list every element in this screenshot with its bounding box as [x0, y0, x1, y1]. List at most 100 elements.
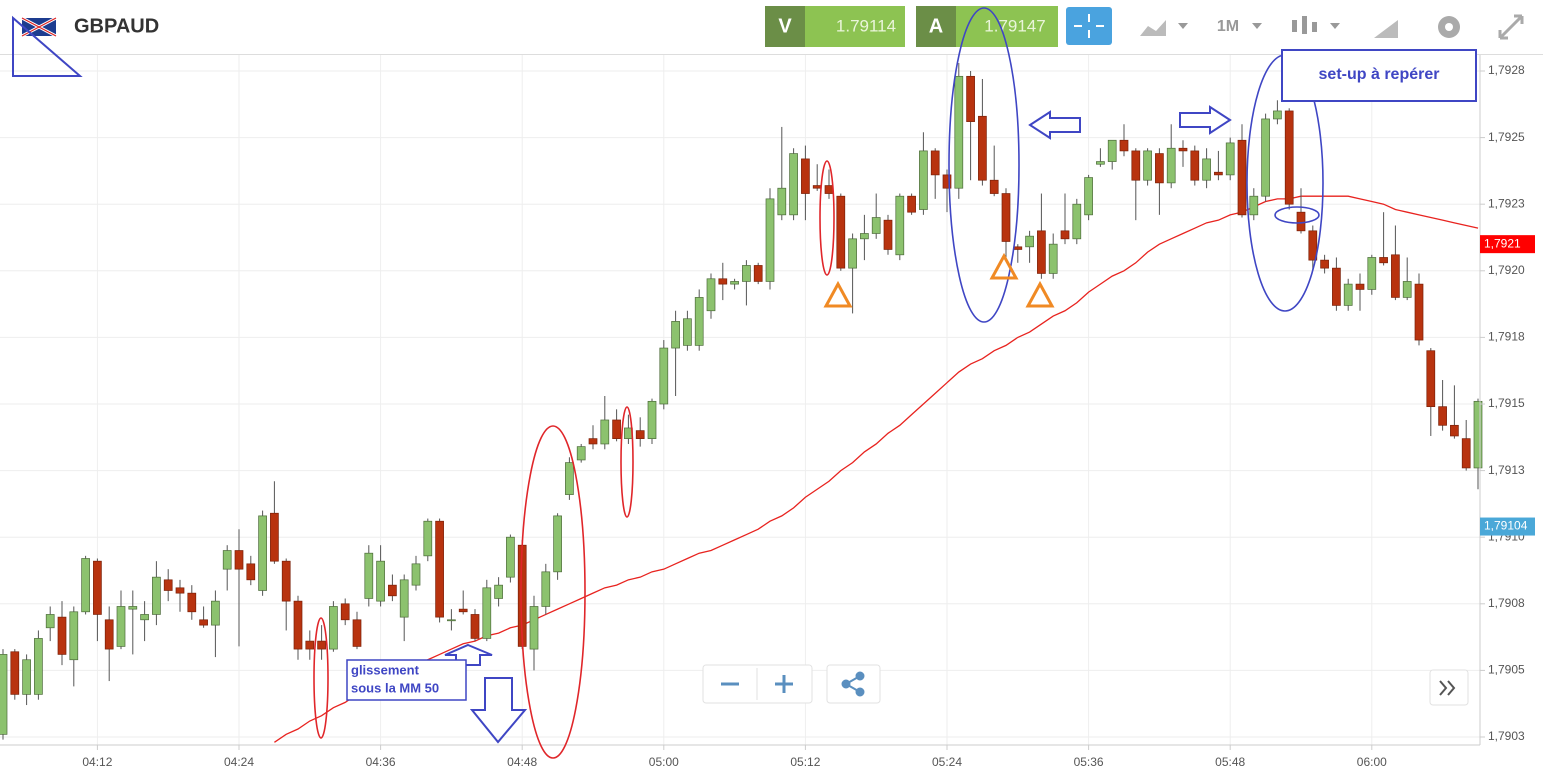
ask-value-box[interactable] — [956, 6, 1058, 47]
candle-body — [258, 515, 267, 591]
bid-value: 1.79114 — [836, 16, 896, 35]
y-tick-label: 1,7903 — [1488, 729, 1525, 743]
candle-body — [1048, 243, 1058, 274]
candle-body — [848, 238, 857, 269]
candle-body — [1284, 110, 1294, 205]
candle-body — [352, 619, 362, 647]
candle-body — [1072, 203, 1082, 240]
y-tick-label: 1,7915 — [1488, 396, 1525, 410]
candle-body — [340, 603, 350, 621]
candle-body — [553, 515, 562, 573]
y-tick-label: 1,7920 — [1488, 263, 1525, 277]
candle-body — [694, 297, 704, 346]
ask-value: 1.79147 — [984, 16, 1045, 35]
candle-body — [1084, 177, 1093, 216]
candle-body — [0, 654, 8, 735]
candle-body — [871, 217, 881, 234]
candle-body — [753, 265, 763, 282]
candle-body — [1391, 254, 1400, 298]
candle-body — [1332, 267, 1341, 306]
candle-body — [789, 153, 798, 216]
candle-body — [812, 185, 822, 189]
x-tick-label: 04:24 — [224, 755, 254, 769]
candle-body — [423, 520, 433, 557]
candle-body — [1060, 230, 1070, 240]
candle-body — [10, 651, 20, 695]
candle-body — [399, 579, 409, 618]
candle-body — [128, 606, 138, 610]
candle-body — [281, 560, 291, 602]
candle-body — [187, 592, 197, 613]
candle-body — [1001, 193, 1011, 242]
candle-body — [671, 321, 680, 349]
candle-body — [930, 150, 940, 176]
candle-body — [1343, 283, 1353, 306]
candle-body — [246, 563, 256, 581]
candle-body — [683, 318, 692, 346]
crosshair-icon — [1074, 14, 1104, 38]
price-marker-label: 1,7921 — [1484, 236, 1521, 250]
candle-body — [824, 185, 834, 194]
timeframe[interactable]: 1M — [1217, 18, 1239, 35]
candle-body — [234, 550, 244, 570]
y-tick-label: 1,7925 — [1488, 130, 1525, 144]
bid-button[interactable] — [765, 6, 805, 47]
candle-body — [919, 150, 928, 210]
candle-body — [966, 75, 975, 122]
candle-body — [1426, 350, 1436, 408]
candle-body — [411, 563, 421, 586]
candle-body — [1320, 259, 1329, 269]
candle-body — [81, 558, 90, 613]
candle-body — [93, 560, 102, 615]
symbol: GBPAUD — [74, 15, 159, 37]
y-tick-label: 1,7928 — [1488, 63, 1525, 77]
candle-body — [34, 638, 43, 695]
candle-body — [1261, 118, 1270, 197]
candle-body — [706, 278, 716, 312]
candle-body — [1249, 195, 1259, 216]
candle-body — [270, 512, 279, 562]
zoom-in[interactable] — [775, 675, 793, 693]
candle-body — [458, 608, 468, 613]
candle-body — [1131, 150, 1141, 181]
candle-body — [718, 278, 728, 285]
candle-body — [1202, 158, 1211, 181]
candle-body — [1450, 424, 1459, 437]
annotation-triangle — [12, 15, 83, 77]
candle-body — [1143, 150, 1152, 181]
crosshair-button[interactable] — [1066, 7, 1112, 45]
share-button[interactable] — [826, 664, 881, 704]
bid-value-box[interactable] — [805, 6, 905, 47]
candle-body — [765, 198, 775, 282]
candle-body — [152, 576, 161, 615]
candle-body — [1379, 257, 1388, 264]
slip-label-1: glissement — [351, 662, 420, 677]
bid-label: V — [778, 15, 792, 37]
candle-body — [305, 640, 315, 650]
ask-button[interactable] — [916, 6, 956, 47]
candle-body — [860, 233, 869, 240]
x-tick-label: 05:00 — [649, 755, 679, 769]
x-tick-label: 04:12 — [82, 755, 112, 769]
setup-box — [1281, 49, 1477, 102]
candle-body — [588, 438, 598, 445]
price-marker — [1480, 235, 1535, 254]
x-tick-label: 04:48 — [507, 755, 537, 769]
candle-body — [942, 174, 952, 189]
candle-body — [1367, 257, 1377, 290]
candle-body — [388, 584, 397, 597]
candle-body — [1473, 400, 1483, 469]
candle-body — [801, 158, 810, 194]
candle-body — [1025, 235, 1034, 248]
candle-body — [1037, 230, 1046, 274]
price-marker — [1480, 517, 1535, 536]
x-tick-label: 05:36 — [1074, 755, 1104, 769]
x-tick-label: 05:12 — [790, 755, 820, 769]
scroll-button[interactable] — [1429, 669, 1469, 706]
candle-body — [1190, 150, 1200, 181]
candle-body — [659, 347, 669, 405]
candle-body — [1178, 147, 1188, 152]
candle-body — [1402, 281, 1412, 298]
